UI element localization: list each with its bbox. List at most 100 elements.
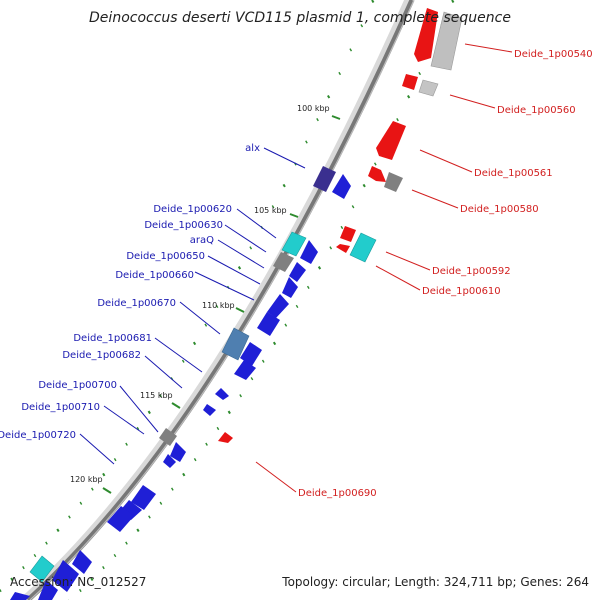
track-tick: [159, 501, 163, 505]
track-tick: [451, 0, 455, 4]
kbp-label: 100 kbp: [297, 104, 330, 113]
track-tick: [338, 71, 342, 76]
track-tick: [362, 183, 366, 188]
gene-deide_1p00682[interactable]: [234, 360, 256, 380]
gene-label[interactable]: Deide_1p00592: [432, 266, 511, 277]
track-tick: [148, 515, 151, 519]
gene-arag[interactable]: [289, 240, 318, 282]
gene-arrow: [349, 232, 377, 263]
track-tick: [90, 487, 94, 491]
gene-arrow: [368, 166, 386, 182]
leader-line: [236, 208, 277, 239]
gene-arrow: [430, 11, 463, 71]
track-tick: [22, 566, 25, 570]
track-tick: [295, 304, 299, 309]
track-tick: [271, 205, 275, 209]
track-tick: [360, 24, 364, 28]
gene-label[interactable]: Deide_1p00660: [115, 270, 194, 281]
gene-deide_1p00700[interactable]: [203, 388, 229, 416]
gene-label[interactable]: Deide_1p00670: [97, 298, 176, 309]
gene-label[interactable]: Deide_1p00690: [298, 488, 377, 499]
leader-line: [411, 189, 459, 209]
leader-line: [224, 224, 267, 253]
gene-arrow: [163, 454, 176, 468]
gene-label[interactable]: Deide_1p00720: [0, 430, 76, 441]
track-tick: [10, 577, 14, 582]
track-tick: [250, 377, 254, 381]
gene-arrow: [257, 312, 280, 336]
track-tick: [261, 359, 265, 363]
gene-deide_1p00592[interactable]: [336, 226, 356, 253]
gene-label[interactable]: Deide_1p00681: [73, 333, 152, 344]
gene-arrow: [52, 560, 79, 592]
gene-label[interactable]: alx: [245, 143, 260, 154]
track-tick: [182, 472, 186, 477]
label-leaders: [79, 43, 513, 493]
gene-deide_1p00580[interactable]: [384, 172, 403, 192]
track-tick: [68, 515, 71, 519]
leader-line: [103, 405, 145, 435]
gene-arrow: [336, 244, 350, 253]
gene-deide_1p00720[interactable]: [163, 442, 186, 468]
kbp-tick: [171, 402, 181, 409]
gene-arrow: [218, 432, 233, 443]
tick-tracks: [0, 0, 455, 600]
gene-arrow: [10, 592, 30, 600]
gene-deide_1p00690[interactable]: [218, 432, 233, 443]
gene-deide_1p00710[interactable]: [159, 428, 177, 446]
gene-label[interactable]: Deide_1p00682: [62, 350, 141, 361]
backbone: [26, 0, 415, 600]
gene-label[interactable]: Deide_1p00630: [144, 220, 223, 231]
track-tick: [136, 426, 140, 431]
gene-arrow: [29, 555, 55, 583]
track-tick: [237, 266, 242, 270]
gene-arrow: [414, 8, 438, 62]
gene-label[interactable]: Deide_1p00580: [460, 204, 539, 215]
gene-label[interactable]: araQ: [190, 235, 214, 246]
map-title: Deinococcus deserti VCD115 plasmid 1, co…: [89, 10, 511, 26]
gene-deide_1p00540[interactable]: [414, 8, 463, 71]
gene-arrow: [38, 580, 58, 600]
gene-deide_1p00660[interactable]: [267, 294, 289, 318]
gene-label[interactable]: Deide_1p00561: [474, 168, 553, 179]
gene-label[interactable]: Deide_1p00710: [21, 402, 100, 413]
track-tick: [373, 162, 377, 166]
gene-deide_1p00681[interactable]: [240, 342, 262, 366]
gene-label[interactable]: Deide_1p00610: [422, 286, 501, 297]
gene-label[interactable]: Deide_1p00540: [514, 49, 593, 60]
leader-line: [255, 461, 297, 493]
backbone-highlight: [29, 0, 415, 600]
gene-deide_1p00561[interactable]: [368, 121, 406, 182]
track-tick: [396, 117, 399, 122]
gene-label[interactable]: Deide_1p00560: [497, 105, 576, 116]
gene-label[interactable]: Deide_1p00700: [38, 380, 117, 391]
leader-line: [79, 433, 115, 465]
track-tick: [102, 566, 105, 570]
track-tick: [0, 588, 2, 593]
gene-label[interactable]: Deide_1p00650: [126, 251, 205, 262]
gene-deide_1p00670[interactable]: [221, 312, 280, 361]
gene-deide_1p00630[interactable]: [273, 252, 294, 272]
track-tick: [272, 341, 277, 346]
gene-unlabeled[interactable]: [10, 485, 156, 600]
accession-text: Accession: NC_012527: [10, 575, 146, 589]
leader-line: [419, 149, 473, 173]
track-tick: [33, 553, 37, 558]
gene-deide_1p00610[interactable]: [349, 232, 377, 263]
gene-deide_1p00560[interactable]: [402, 74, 439, 97]
backbone-shadow: [21, 0, 414, 600]
kbp-tick: [102, 487, 112, 494]
gene-arrow: [273, 252, 294, 272]
track-tick: [349, 48, 353, 52]
track-tick: [371, 0, 375, 4]
leader-line: [263, 147, 306, 169]
track-tick: [125, 541, 128, 545]
gene-alx[interactable]: [313, 166, 351, 199]
gene-deide_1p00620[interactable]: [281, 231, 307, 257]
gene-deide_1p00650[interactable]: [282, 277, 298, 298]
gene-label[interactable]: Deide_1p00620: [153, 204, 232, 215]
gene-arrow: [300, 240, 318, 264]
gene-arrow: [107, 506, 134, 532]
leader-line: [144, 355, 183, 389]
gene-arrow: [313, 166, 336, 192]
